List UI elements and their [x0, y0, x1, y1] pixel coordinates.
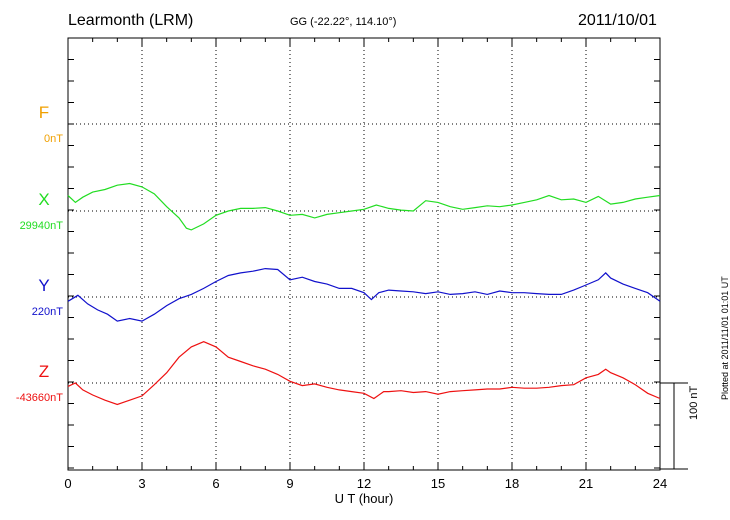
series-name-z: Z [39, 362, 49, 381]
x-axis-label: U T (hour) [335, 491, 394, 506]
x-tick-label: 24 [653, 476, 667, 491]
x-tick-label: 21 [579, 476, 593, 491]
coordinates-label: GG (-22.22°, 114.10°) [290, 16, 397, 28]
plotted-timestamp: Plotted at 2011/11/01 01:01 UT [720, 276, 730, 400]
x-tick-label: 9 [286, 476, 293, 491]
x-tick-label: 18 [505, 476, 519, 491]
x-tick-label: 0 [64, 476, 71, 491]
scale-bar-label: 100 nT [688, 385, 700, 420]
series-name-f: F [39, 103, 49, 122]
series-group [67, 182, 661, 406]
series-baseline-x: 29940nT [20, 220, 64, 232]
series-line-x [67, 182, 661, 231]
series-name-y: Y [38, 276, 49, 295]
plot-frame [67, 37, 688, 471]
date-title: 2011/10/01 [578, 12, 657, 29]
series-baseline-f: 0nT [44, 133, 63, 145]
series-baseline-z: -43660nT [16, 392, 63, 404]
x-tick-label: 12 [357, 476, 371, 491]
station-title: Learmonth (LRM) [68, 12, 194, 29]
series-baseline-y: 220nT [32, 306, 63, 318]
x-tick-label: 15 [431, 476, 445, 491]
x-tick-label: 3 [138, 476, 145, 491]
series-line-y [67, 267, 661, 322]
labels-group: 0 3 6 9 12 15 18 21 24 U T (hour) F 0nT X 29940nT Y 220… [16, 103, 667, 506]
series-name-x: X [38, 190, 49, 209]
series-line-z [67, 341, 661, 406]
grid [68, 38, 660, 470]
x-tick-label: 6 [212, 476, 219, 491]
